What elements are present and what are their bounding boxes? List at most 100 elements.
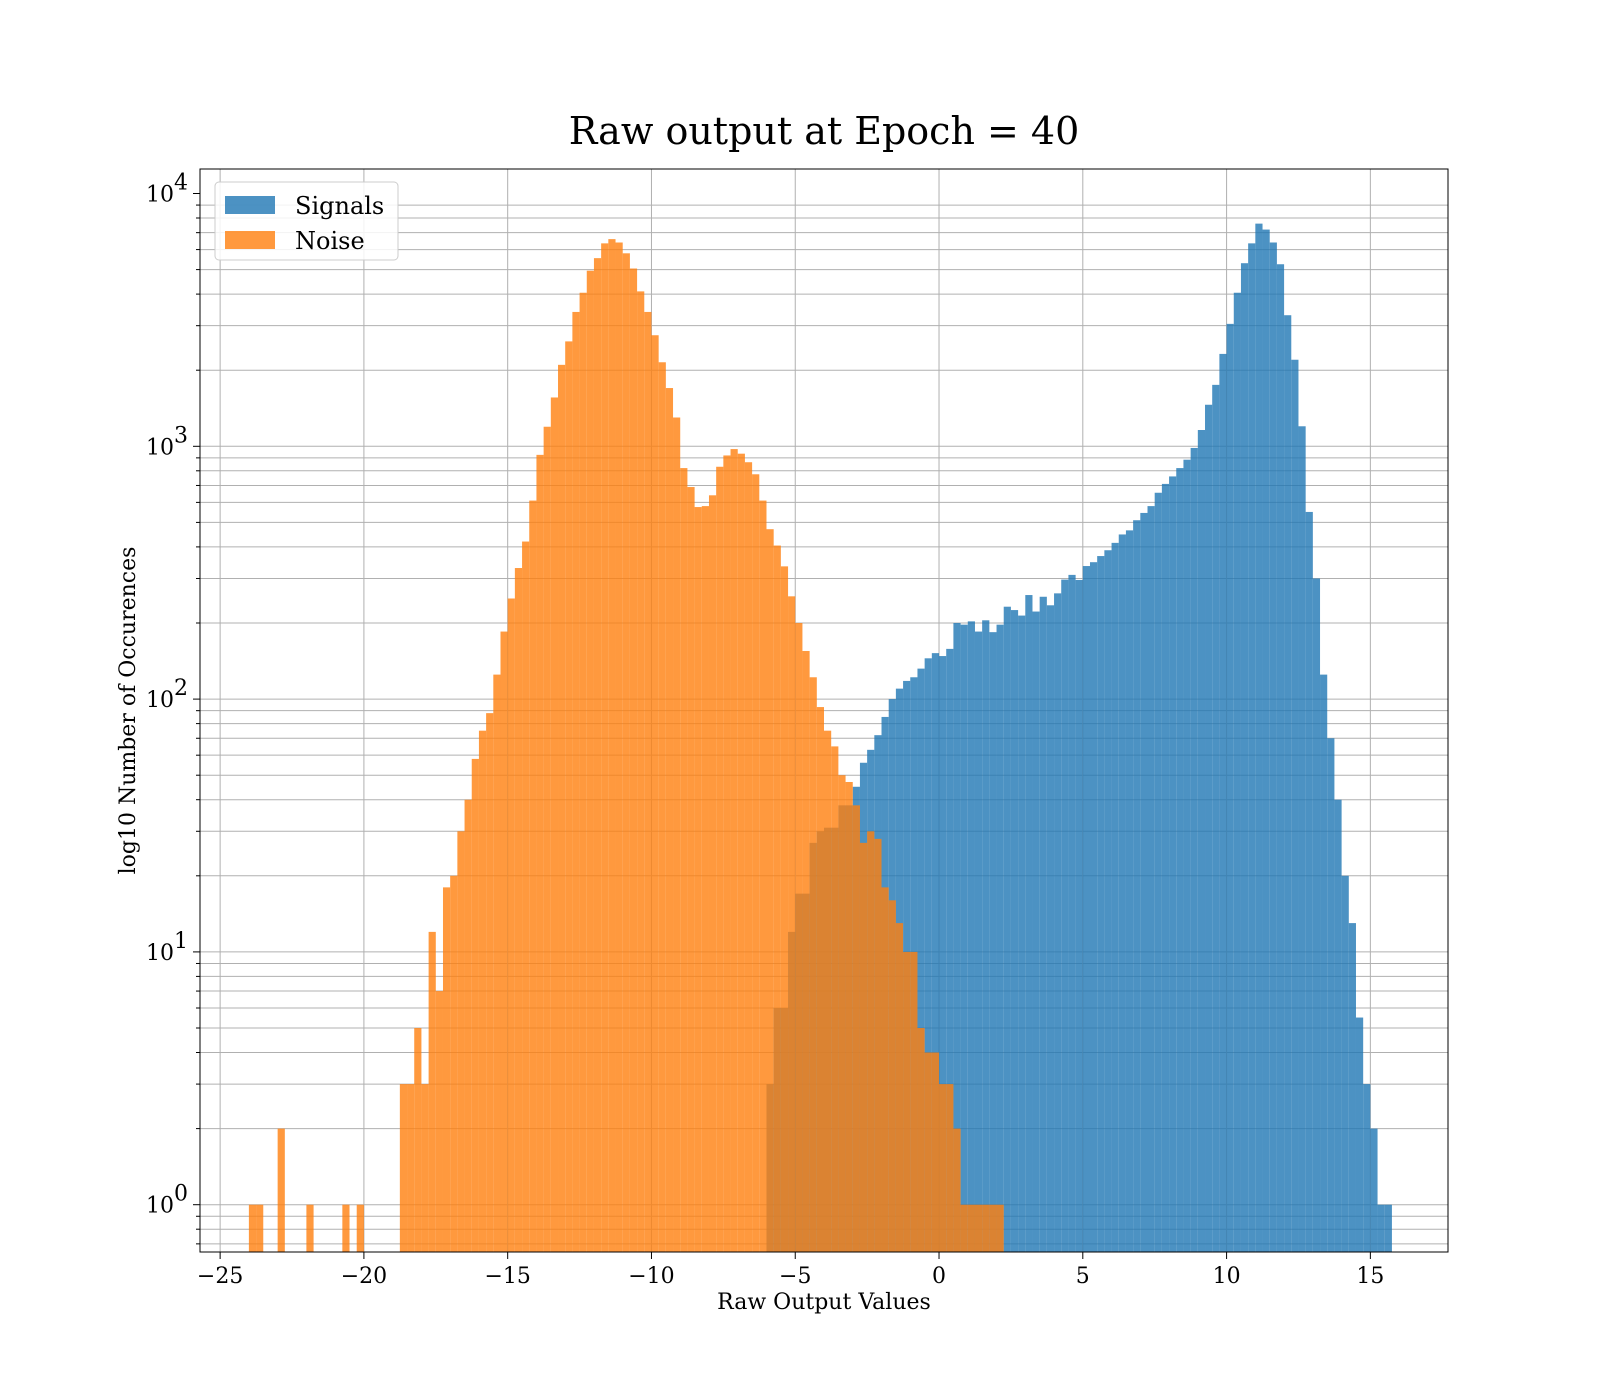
histogram-bar [1248, 243, 1256, 1253]
histogram-bar [478, 730, 487, 1252]
histogram-bar [1097, 556, 1105, 1252]
histogram-bar [752, 474, 760, 1252]
histogram-bar [687, 487, 695, 1253]
histogram-bar [1384, 1204, 1392, 1252]
x-tick-label: −25 [197, 1264, 243, 1289]
histogram-bar [1377, 1204, 1385, 1252]
histogram-bar [1240, 263, 1249, 1252]
histogram-bar [838, 775, 846, 1252]
histogram-bar [622, 253, 630, 1252]
histogram-bar [931, 1052, 940, 1252]
histogram-bar [306, 1204, 314, 1252]
histogram-bar [953, 623, 961, 1252]
histogram-bar [723, 455, 731, 1252]
histogram-bar [852, 805, 860, 1252]
histogram-bar [780, 566, 789, 1252]
histogram-bar [414, 1028, 422, 1252]
histogram-bar [1089, 562, 1098, 1252]
histogram-bar [644, 311, 652, 1252]
y-tick-exponent: 1 [174, 929, 188, 954]
histogram-bar [1125, 530, 1134, 1252]
histogram-bar [536, 454, 544, 1252]
histogram-bar [953, 1128, 961, 1252]
histogram-bar [529, 500, 537, 1252]
histogram-bar [500, 631, 508, 1252]
x-tick-label: −20 [341, 1264, 387, 1289]
histogram-bar [1291, 359, 1299, 1253]
histogram-bar [399, 1084, 408, 1252]
histogram-bar [1269, 242, 1277, 1252]
histogram-bar [831, 746, 839, 1252]
histogram-bar [924, 1052, 932, 1252]
histogram-bar [1205, 404, 1213, 1252]
histogram-bar [1104, 550, 1112, 1252]
histogram-bar [881, 887, 889, 1252]
histogram-bar [457, 831, 465, 1252]
histogram-bar [903, 951, 911, 1252]
histogram-bar [248, 1204, 257, 1252]
histogram-bar [450, 875, 458, 1252]
histogram-bar [989, 632, 997, 1252]
histogram-bar [788, 596, 796, 1252]
histogram-bar [665, 388, 674, 1253]
histogram-bar [507, 598, 515, 1252]
histogram-bar [1233, 292, 1241, 1252]
legend-label: Signals [295, 192, 384, 220]
histogram-bar [1111, 542, 1119, 1252]
y-tick-label: 10 [146, 941, 174, 966]
histogram-bar [629, 268, 638, 1252]
y-tick-exponent: 4 [174, 170, 188, 195]
histogram-bar [809, 677, 817, 1252]
histogram-bar [428, 931, 436, 1252]
histogram-bar [1190, 447, 1198, 1253]
histogram-bar [1003, 606, 1011, 1252]
histogram-bar [845, 781, 853, 1252]
histogram-bar [673, 417, 681, 1253]
histogram-bar [1075, 579, 1083, 1252]
histogram-bar [1363, 1084, 1371, 1252]
y-axis-label: log10 Number of Occurences [116, 547, 141, 875]
y-tick-exponent: 3 [174, 423, 188, 448]
histogram-bar [859, 842, 868, 1252]
histogram-bar [967, 621, 975, 1252]
histogram-bar [802, 650, 810, 1252]
histogram-bar [442, 887, 451, 1252]
histogram-bar [773, 545, 781, 1252]
histogram-bar [486, 713, 494, 1252]
histogram-bar [1068, 574, 1076, 1252]
histogram-bar [1183, 459, 1191, 1252]
histogram-bar [586, 270, 594, 1252]
histogram-bar [637, 291, 645, 1253]
histogram-bar [1082, 566, 1090, 1252]
histogram-bar [888, 900, 896, 1252]
histogram-bar [694, 507, 702, 1252]
histogram-bar [1276, 264, 1285, 1253]
histogram-bar [493, 674, 501, 1252]
histogram-bar [1284, 315, 1292, 1252]
histogram-bar [701, 506, 709, 1252]
histogram-bar [543, 426, 551, 1252]
x-tick-label: −10 [628, 1264, 674, 1289]
histogram-bar [1032, 611, 1040, 1252]
histogram-bar [989, 1204, 997, 1252]
histogram-bar [514, 568, 523, 1252]
histogram-bar [917, 1028, 925, 1252]
histogram-bar [435, 991, 443, 1252]
x-tick-label: 15 [1356, 1264, 1384, 1289]
histogram-bar [708, 495, 717, 1253]
legend-swatch [225, 231, 275, 249]
series-noise [248, 239, 1004, 1253]
histogram-bar [824, 730, 832, 1252]
histogram-bar [1212, 384, 1220, 1252]
histogram-bar [1312, 578, 1321, 1252]
histogram-bar [730, 449, 738, 1252]
histogram-bar [522, 541, 530, 1252]
legend: Signals Noise [214, 181, 399, 261]
y-tick-label: 10 [146, 688, 174, 713]
histogram-bar [1010, 610, 1019, 1252]
histogram-bar [1334, 799, 1342, 1252]
histogram-bar [579, 292, 587, 1252]
histogram-bar [939, 1084, 947, 1252]
histogram-bar [407, 1084, 415, 1252]
histogram-bar [1219, 353, 1227, 1253]
